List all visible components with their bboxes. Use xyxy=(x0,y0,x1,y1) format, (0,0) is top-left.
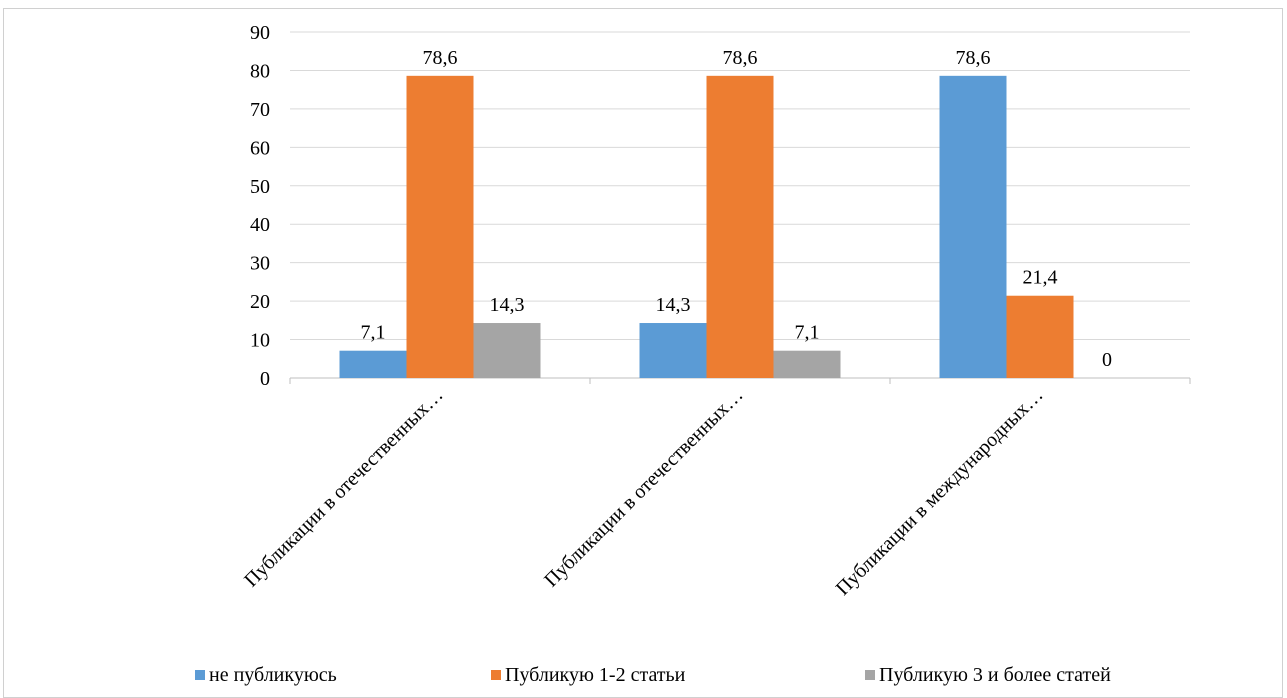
data-label: 7,1 xyxy=(795,322,820,344)
bar xyxy=(706,75,774,379)
legend-label: Публикую 1-2 статьи xyxy=(505,663,686,686)
y-tick-label: 90 xyxy=(250,22,270,44)
legend-swatch xyxy=(195,670,205,680)
legend: не публикуюсь Публикую 1-2 статьи Публикую… xyxy=(0,663,1287,687)
y-tick-label: 50 xyxy=(250,176,270,198)
legend-item: Публикую 3 и более статей xyxy=(865,663,1111,687)
data-label: 78,6 xyxy=(423,47,458,69)
data-label: 21,4 xyxy=(1023,267,1058,289)
bars xyxy=(339,75,1074,379)
y-tick-label: 30 xyxy=(250,253,270,275)
data-label: 0 xyxy=(1102,349,1112,371)
data-label: 14,3 xyxy=(656,294,691,316)
bar xyxy=(1006,295,1074,378)
x-tick-label: Публикации в международных… xyxy=(832,384,1048,600)
y-tick-label: 70 xyxy=(250,99,270,121)
data-label: 78,6 xyxy=(956,47,991,69)
bar xyxy=(339,350,407,378)
axes xyxy=(289,377,1191,384)
y-tick-label: 60 xyxy=(250,137,270,159)
legend-swatch xyxy=(491,670,501,680)
legend-label: Публикую 3 и более статей xyxy=(879,663,1111,686)
legend-item: Публикую 1-2 статьи xyxy=(491,663,685,687)
bar xyxy=(939,75,1007,379)
data-label: 14,3 xyxy=(490,294,525,316)
y-tick-label: 10 xyxy=(250,330,270,352)
data-labels: 7,1 78,6 14,3 14,3 78,6 7,1 78,6 21,4 0 xyxy=(361,47,1113,371)
bar xyxy=(773,350,841,378)
y-tick-label: 0 xyxy=(260,368,270,390)
bar xyxy=(473,323,541,378)
bar xyxy=(406,75,474,379)
y-tick-label: 80 xyxy=(250,60,270,82)
y-tick-label: 20 xyxy=(250,291,270,313)
legend-label: не публикуюсь xyxy=(209,663,337,686)
x-tick-label: Публикации в отечественных… xyxy=(540,384,747,591)
bar xyxy=(639,323,707,378)
y-tick-labels: 0 10 20 30 40 50 60 70 80 90 xyxy=(250,22,270,390)
y-tick-label: 40 xyxy=(250,214,270,236)
legend-swatch xyxy=(865,670,875,680)
data-label: 78,6 xyxy=(723,47,758,69)
x-tick-labels: Публикации в отечественных… Публикации в … xyxy=(240,384,1047,600)
legend-item: не публикуюсь xyxy=(195,663,337,687)
x-tick-label: Публикации в отечественных… xyxy=(240,384,447,591)
data-label: 7,1 xyxy=(361,322,386,344)
